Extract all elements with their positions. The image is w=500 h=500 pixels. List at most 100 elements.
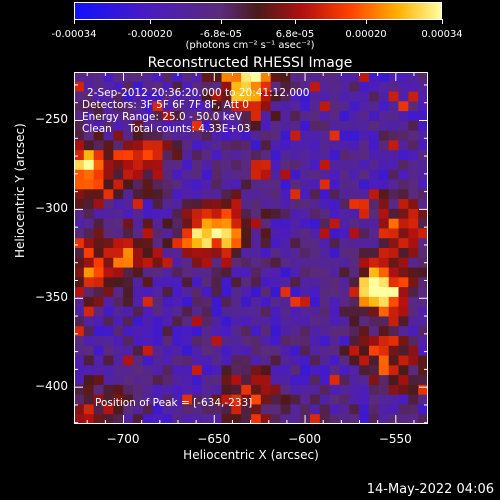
heatmap-cell <box>241 199 252 210</box>
heatmap-cell <box>152 111 164 122</box>
heatmap-cell <box>418 199 428 210</box>
heatmap-cell <box>123 316 134 327</box>
heatmap-cell <box>162 326 173 337</box>
heatmap-cell <box>182 179 193 190</box>
heatmap-cell <box>398 277 409 288</box>
heatmap-cell <box>319 267 331 278</box>
heatmap-cell <box>349 267 360 278</box>
heatmap-cell <box>83 345 95 357</box>
heatmap-cell <box>310 306 321 318</box>
heatmap-cell <box>123 394 134 406</box>
heatmap-cell <box>142 394 154 406</box>
heatmap-cell <box>260 199 272 210</box>
heatmap-cell <box>339 91 350 102</box>
heatmap-cell <box>310 120 321 132</box>
heatmap-cell <box>260 179 272 190</box>
heatmap-cell <box>123 111 134 122</box>
heatmap-cell <box>369 160 380 171</box>
heatmap-cell <box>359 394 370 406</box>
heatmap-cell <box>310 218 321 230</box>
heatmap-cell <box>172 384 183 396</box>
heatmap-cell <box>408 199 419 210</box>
heatmap-cell <box>182 365 193 376</box>
heatmap-cell <box>369 404 380 415</box>
heatmap-cell <box>329 277 341 288</box>
heatmap-cell <box>123 218 134 230</box>
heatmap-cell <box>172 218 183 230</box>
heatmap-cell <box>133 257 144 269</box>
heatmap-cell <box>74 169 85 181</box>
heatmap-cell <box>310 277 321 288</box>
heatmap-cell <box>74 248 85 259</box>
heatmap-cell <box>123 345 134 357</box>
y-tick-label: −350 <box>35 289 68 304</box>
heatmap-cell <box>310 179 321 190</box>
heatmap-cell <box>329 384 341 396</box>
heatmap-cell <box>319 345 331 357</box>
heatmap-cell <box>280 111 291 122</box>
heatmap-cell <box>300 120 311 132</box>
heatmap-cell <box>418 296 428 308</box>
heatmap-cell <box>93 81 105 93</box>
heatmap-cell <box>319 257 331 269</box>
heatmap-cell <box>408 394 419 406</box>
heatmap-cell <box>260 91 272 102</box>
heatmap-cell <box>231 384 242 396</box>
heatmap-cell <box>241 111 252 122</box>
heatmap-cell <box>172 404 183 415</box>
heatmap-cell <box>290 404 301 415</box>
heatmap-cell <box>241 81 252 93</box>
heatmap-cell <box>280 81 291 93</box>
heatmap-cell <box>388 81 400 93</box>
heatmap-cell <box>83 326 95 337</box>
heatmap-cell <box>418 267 428 278</box>
heatmap-cell <box>388 414 400 424</box>
heatmap-cell <box>349 150 360 161</box>
heatmap-cell <box>152 394 164 406</box>
heatmap-cell <box>83 228 95 239</box>
annotation-line: Energy Range: 25.0 - 50.0 keV <box>82 111 243 123</box>
heatmap-cell <box>211 277 223 288</box>
heatmap-cell <box>329 257 341 269</box>
heatmap-cell <box>270 120 282 132</box>
x-tick-label: −700 <box>106 432 140 446</box>
heatmap-cell <box>359 306 370 318</box>
heatmap-cell <box>270 306 282 318</box>
heatmap-cell <box>211 316 223 327</box>
heatmap-cell <box>103 179 114 190</box>
heatmap-cell <box>290 91 301 102</box>
heatmap-cell <box>270 111 282 122</box>
heatmap-cell <box>93 169 105 181</box>
heatmap-cell <box>93 111 105 122</box>
heatmap-cell <box>192 238 203 249</box>
heatmap-cell <box>418 111 428 122</box>
heatmap-cell <box>388 140 400 151</box>
heatmap-cell <box>93 179 105 190</box>
heatmap-cell <box>231 208 242 220</box>
colorbar-tick-label: -0.00034 <box>51 29 97 40</box>
heatmap-cell <box>221 91 232 102</box>
heatmap-cell <box>172 140 183 151</box>
heatmap-cell <box>359 208 370 220</box>
heatmap-cell <box>388 355 400 366</box>
heatmap-cell <box>83 336 95 347</box>
heatmap-cell <box>123 326 134 337</box>
heatmap-cell <box>201 257 213 269</box>
heatmap-cell <box>192 169 203 181</box>
heatmap-cell <box>192 72 203 83</box>
heatmap-cell <box>103 150 114 161</box>
heatmap-cell <box>398 375 409 386</box>
heatmap-cell <box>83 130 95 142</box>
heatmap-cell <box>339 101 350 112</box>
heatmap-cell <box>113 81 124 93</box>
heatmap-cell <box>201 287 213 298</box>
heatmap-cell <box>270 169 282 181</box>
heatmap-cell <box>349 355 360 366</box>
heatmap-cell <box>211 91 223 102</box>
heatmap-cell <box>133 199 144 210</box>
heatmap-cell <box>83 72 95 83</box>
heatmap-cell <box>113 101 124 112</box>
heatmap-cell <box>74 287 85 298</box>
heatmap-cell <box>172 336 183 347</box>
heatmap-cell <box>319 336 331 347</box>
